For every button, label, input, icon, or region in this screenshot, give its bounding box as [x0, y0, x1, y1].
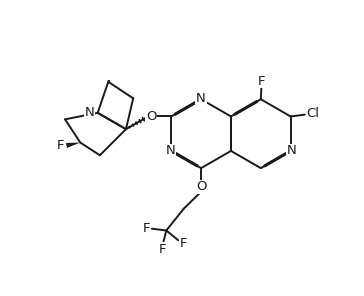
- Text: F: F: [180, 237, 187, 250]
- Text: O: O: [146, 110, 157, 123]
- Text: N: N: [287, 144, 297, 157]
- Text: F: F: [56, 139, 64, 152]
- Text: N: N: [165, 144, 175, 157]
- Polygon shape: [66, 143, 80, 148]
- Text: F: F: [258, 75, 265, 88]
- Text: F: F: [159, 243, 166, 256]
- Text: F: F: [143, 222, 150, 235]
- Text: O: O: [196, 181, 206, 194]
- Text: Cl: Cl: [306, 107, 320, 120]
- Text: N: N: [85, 106, 95, 119]
- Text: N: N: [196, 92, 206, 105]
